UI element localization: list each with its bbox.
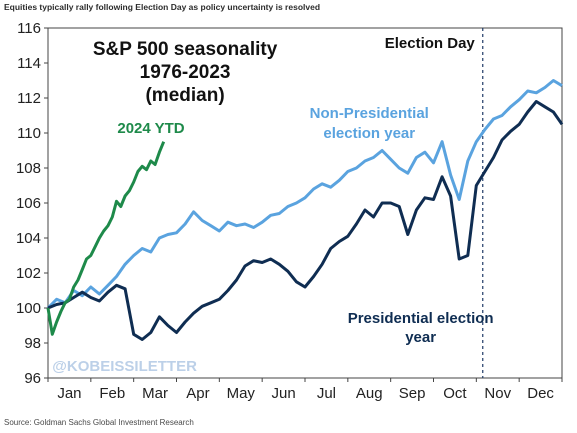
- chart-lines: [46, 79, 564, 341]
- series-line-pres: [47, 100, 564, 341]
- x-tick-label: Sep: [399, 385, 426, 402]
- x-tick-label: May: [227, 385, 256, 402]
- nonpres-label: election year: [323, 125, 415, 142]
- source-note: Source: Goldman Sachs Global Investment …: [4, 418, 194, 427]
- series-line-ytd: [46, 141, 166, 336]
- chart-title: S&P 500 seasonality: [93, 39, 278, 60]
- x-tick-label: Jun: [271, 385, 295, 402]
- x-tick-label: Dec: [527, 385, 554, 402]
- x-tick-label: Mar: [142, 385, 168, 402]
- watermark: @KOBEISSILETTER: [52, 358, 197, 375]
- y-tick-label: 114: [17, 55, 41, 72]
- x-tick-label: Feb: [99, 385, 125, 402]
- nonpres-label: Non-Presidential: [310, 105, 429, 122]
- chart-subtitle: 1976-2023: [140, 62, 231, 83]
- y-tick-label: 104: [16, 230, 41, 247]
- y-tick-label: 112: [17, 90, 41, 107]
- chart-subtitle: (median): [145, 85, 224, 106]
- x-tick-label: Jan: [57, 385, 81, 402]
- y-tick-label: 108: [16, 160, 41, 177]
- y-tick-label: 106: [16, 195, 41, 212]
- ytd-label: 2024 YTD: [117, 120, 184, 137]
- x-tick-label: Nov: [484, 385, 511, 402]
- y-tick-label: 110: [17, 125, 41, 142]
- x-tick-label: Oct: [443, 385, 467, 402]
- y-tick-label: 100: [16, 300, 41, 317]
- x-tick-label: Jul: [317, 385, 336, 402]
- x-tick-label: Apr: [186, 385, 209, 402]
- header-note: Equities typically rally following Elect…: [4, 2, 321, 12]
- y-tick-label: 98: [24, 335, 41, 352]
- y-tick-label: 116: [17, 20, 41, 37]
- election-day-label: Election Day: [385, 35, 476, 52]
- pres-label: year: [405, 329, 436, 346]
- y-tick-label: 96: [24, 370, 41, 387]
- x-tick-label: Aug: [356, 385, 383, 402]
- chart-axes: 96 98 100 102 104 106 108 110 112 114 116 Jan Feb Mar…: [16, 20, 563, 402]
- y-tick-label: 102: [16, 265, 41, 282]
- pres-label: Presidential election: [348, 310, 494, 327]
- series-line-nonpres: [46, 79, 563, 310]
